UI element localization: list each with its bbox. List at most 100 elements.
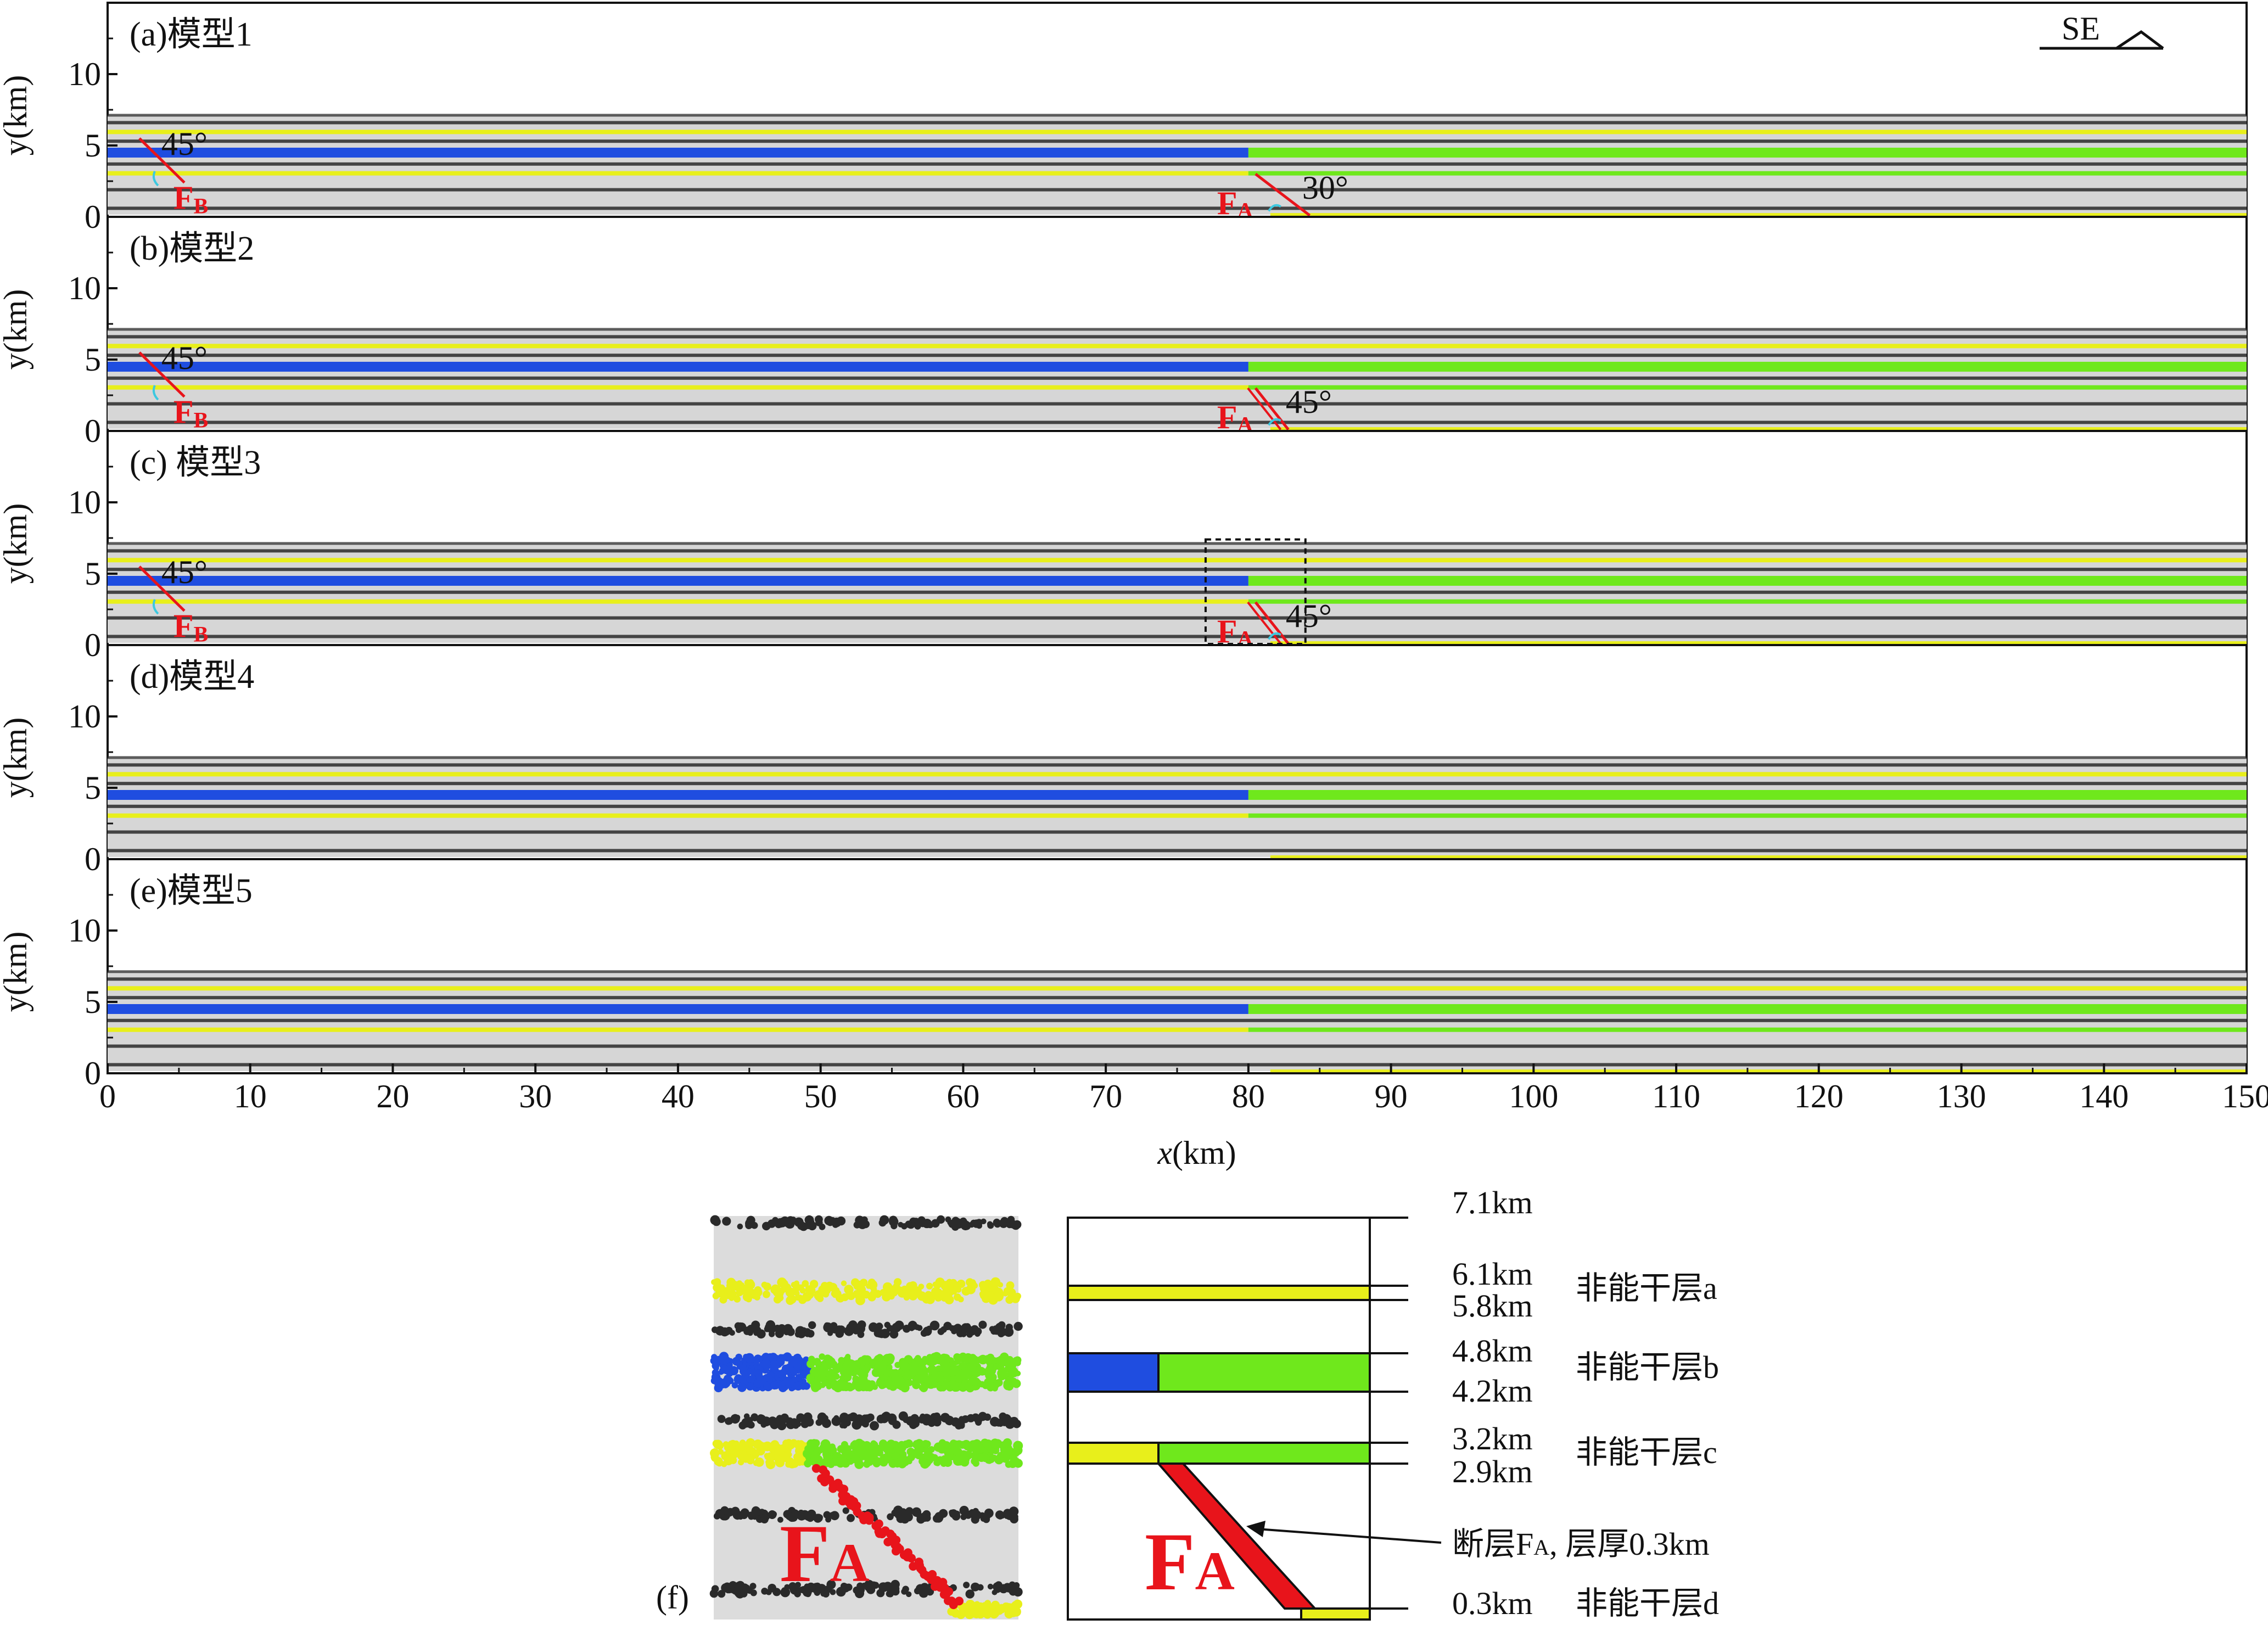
particle — [772, 1217, 779, 1224]
particle — [979, 1281, 987, 1290]
particle — [817, 1514, 823, 1520]
angle-arc — [1268, 418, 1281, 426]
particle — [717, 1415, 726, 1424]
marker-line — [108, 590, 2247, 594]
particle — [765, 1459, 772, 1465]
marker-line — [108, 402, 2247, 406]
particle — [744, 1279, 751, 1286]
y-axis-label: y(km) — [0, 503, 33, 584]
particle — [894, 1460, 901, 1468]
inset-particle-sketch: FA — [709, 1215, 1023, 1620]
particle — [992, 1447, 1000, 1454]
particle — [951, 1609, 960, 1618]
particle — [831, 1325, 839, 1333]
particle — [869, 1322, 878, 1332]
particle — [873, 1356, 883, 1365]
particle — [887, 1513, 894, 1521]
se-label: SE — [2062, 10, 2100, 47]
layer-c-green — [1248, 385, 2247, 390]
particle — [999, 1218, 1009, 1228]
particle — [891, 1587, 900, 1596]
particle — [899, 1452, 907, 1460]
particle — [841, 1280, 847, 1286]
particle — [785, 1363, 794, 1372]
particle — [793, 1453, 802, 1461]
particle — [808, 1221, 817, 1231]
particle — [731, 1382, 738, 1389]
marker-line — [108, 763, 2247, 767]
se-direction-indicator: SE — [2040, 10, 2164, 50]
particle — [943, 1458, 953, 1467]
particle — [793, 1354, 802, 1364]
se-dip-symbol — [2115, 30, 2164, 50]
particle — [831, 1416, 842, 1426]
particle — [979, 1453, 988, 1462]
particle — [993, 1363, 1000, 1370]
particle — [746, 1438, 755, 1448]
particle — [836, 1459, 845, 1468]
particle — [743, 1326, 752, 1335]
marker-line — [108, 549, 2247, 553]
particle — [889, 1217, 899, 1227]
layer-b-blue — [108, 790, 1248, 800]
particle — [854, 1420, 860, 1426]
particle — [987, 1447, 994, 1453]
particle — [769, 1331, 775, 1337]
particle — [766, 1452, 775, 1461]
particle — [794, 1590, 801, 1598]
particle — [824, 1215, 834, 1225]
particle — [724, 1329, 730, 1336]
x-tick-label: 140 — [2079, 1078, 2129, 1114]
particle — [973, 1601, 981, 1609]
particle — [712, 1585, 719, 1593]
particle — [963, 1582, 970, 1589]
particle — [962, 1221, 971, 1230]
particle — [978, 1607, 987, 1616]
marker-line — [108, 421, 2247, 424]
schematic-fault-label-sub: A — [1195, 1540, 1235, 1601]
particle — [847, 1359, 856, 1369]
particle — [980, 1515, 987, 1522]
particle — [841, 1583, 850, 1593]
particle — [766, 1322, 775, 1331]
particle — [880, 1289, 887, 1296]
particle — [729, 1330, 735, 1336]
fault-angle-label: 45° — [1286, 598, 1332, 634]
particle — [857, 1331, 865, 1338]
zoom-box — [1204, 538, 1307, 645]
particle — [891, 1326, 897, 1332]
particle — [1006, 1281, 1015, 1290]
x-tick-label: 110 — [1652, 1078, 1700, 1114]
particle — [965, 1326, 971, 1332]
fault-A: 30°FA — [1217, 170, 1348, 222]
particle — [998, 1372, 1006, 1381]
particle — [779, 1354, 787, 1362]
particle — [766, 1383, 772, 1389]
particle — [813, 1455, 823, 1465]
particle — [805, 1417, 814, 1427]
layer-b-blue-particles — [710, 1352, 814, 1393]
particle — [782, 1446, 788, 1452]
particle — [841, 1443, 849, 1452]
particle — [894, 1320, 904, 1330]
layer-b-blue — [108, 362, 1248, 372]
particle — [876, 1589, 885, 1598]
particle — [731, 1506, 740, 1516]
particle — [815, 1366, 822, 1374]
particle — [944, 1448, 954, 1458]
particle — [906, 1459, 912, 1465]
inset-label: (f) — [656, 1579, 689, 1616]
particle — [770, 1381, 779, 1390]
panel-4: 0 5 10 y(km) (d)模型4 — [0, 644, 2248, 877]
particle — [954, 1324, 962, 1332]
x-tick-label: 10 — [234, 1078, 267, 1114]
particle — [751, 1320, 760, 1330]
particle — [892, 1420, 901, 1429]
particle — [940, 1289, 950, 1299]
schematic-layer-b-blue — [1067, 1352, 1160, 1393]
particle — [894, 1379, 901, 1386]
particle — [975, 1443, 984, 1454]
particle — [780, 1587, 791, 1598]
y-tick-label: 5 — [85, 770, 101, 806]
